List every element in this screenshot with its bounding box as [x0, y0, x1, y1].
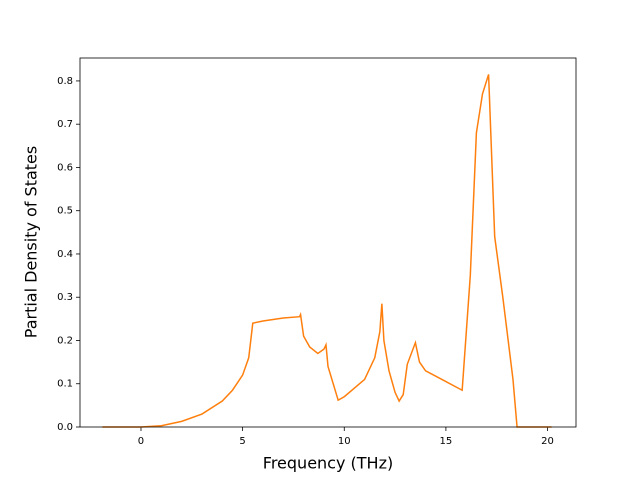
x-tick-label: 20 [541, 436, 554, 447]
y-tick-label: 0.5 [57, 206, 73, 217]
x-tick-label: 15 [440, 436, 453, 447]
x-tick-label: 10 [338, 436, 351, 447]
y-tick-label: 0.0 [57, 422, 73, 433]
y-tick-label: 0.2 [57, 335, 73, 346]
data-line [102, 74, 552, 428]
y-tick-label: 0.1 [57, 379, 73, 390]
plot-frame [79, 57, 577, 428]
y-tick-label: 0.4 [57, 249, 73, 260]
x-tick-label: 5 [239, 436, 245, 447]
x-tick-label: 0 [138, 436, 144, 447]
y-tick-label: 0.3 [57, 292, 73, 303]
y-tick-label: 0.6 [57, 162, 73, 173]
y-tick-label: 0.7 [57, 119, 73, 130]
x-axis-label: Frequency (THz) [263, 454, 393, 473]
y-tick-label: 0.8 [57, 76, 73, 87]
y-axis-label: Partial Density of States [22, 146, 41, 338]
